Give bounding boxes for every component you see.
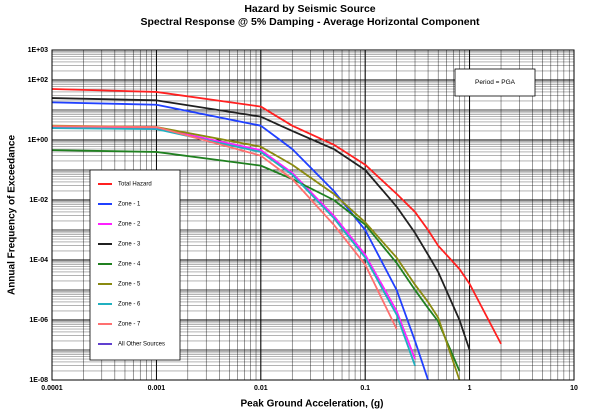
annotation-box xyxy=(454,68,536,97)
x-axis-label: Peak Ground Acceleration, (g) xyxy=(241,399,384,410)
series-line xyxy=(51,149,461,372)
series-line xyxy=(51,88,502,345)
legend: Total Hazard Zone - 1 Zone - 2 Zone - 3 Zone… xyxy=(89,169,181,361)
series-line xyxy=(51,124,461,381)
y-tick-label: 1E+02 xyxy=(28,77,49,84)
legend-label: Zone - 6 xyxy=(118,302,141,308)
legend-label: Zone - 5 xyxy=(118,282,141,288)
series-line xyxy=(51,101,429,381)
legend-label: Zone - 4 xyxy=(118,262,141,268)
legend-label: Zone - 3 xyxy=(118,242,141,248)
x-tick-label: 1 xyxy=(468,385,472,392)
legend-label: Total Hazard xyxy=(118,182,152,188)
x-tick-label: 0.0001 xyxy=(41,385,63,392)
y-tick-label: 1E-06 xyxy=(29,317,48,324)
series-line xyxy=(51,127,416,366)
x-tick-label: 10 xyxy=(570,385,578,392)
y-tick-label: 1E-02 xyxy=(29,197,48,204)
y-axis-label: Annual Frequency of Exceedance xyxy=(7,135,18,295)
plot-lines xyxy=(51,88,502,381)
y-tick-label: 1E+00 xyxy=(28,137,49,144)
annotation: Period = PGA xyxy=(475,79,516,86)
series-line xyxy=(51,125,398,330)
legend-label: All Other Sources xyxy=(118,342,165,348)
x-tick-label: 0.1 xyxy=(360,385,370,392)
legend-label: Zone - 7 xyxy=(118,322,141,328)
x-tick-label: 0.01 xyxy=(254,385,268,392)
x-tick-label: 0.001 xyxy=(148,385,166,392)
legend-label: Zone - 1 xyxy=(118,202,141,208)
y-tick-label: 1E+03 xyxy=(28,47,49,54)
y-tick-label: 1E-04 xyxy=(29,257,48,264)
plot-frame xyxy=(51,49,575,381)
series-line xyxy=(51,97,471,351)
chart-title: Hazard by Seismic Source xyxy=(244,3,375,15)
chart-subtitle: Spectral Response @ 5% Damping - Average… xyxy=(140,16,480,28)
legend-label: Zone - 2 xyxy=(118,222,141,228)
y-tick-label: 1E-08 xyxy=(29,377,48,384)
